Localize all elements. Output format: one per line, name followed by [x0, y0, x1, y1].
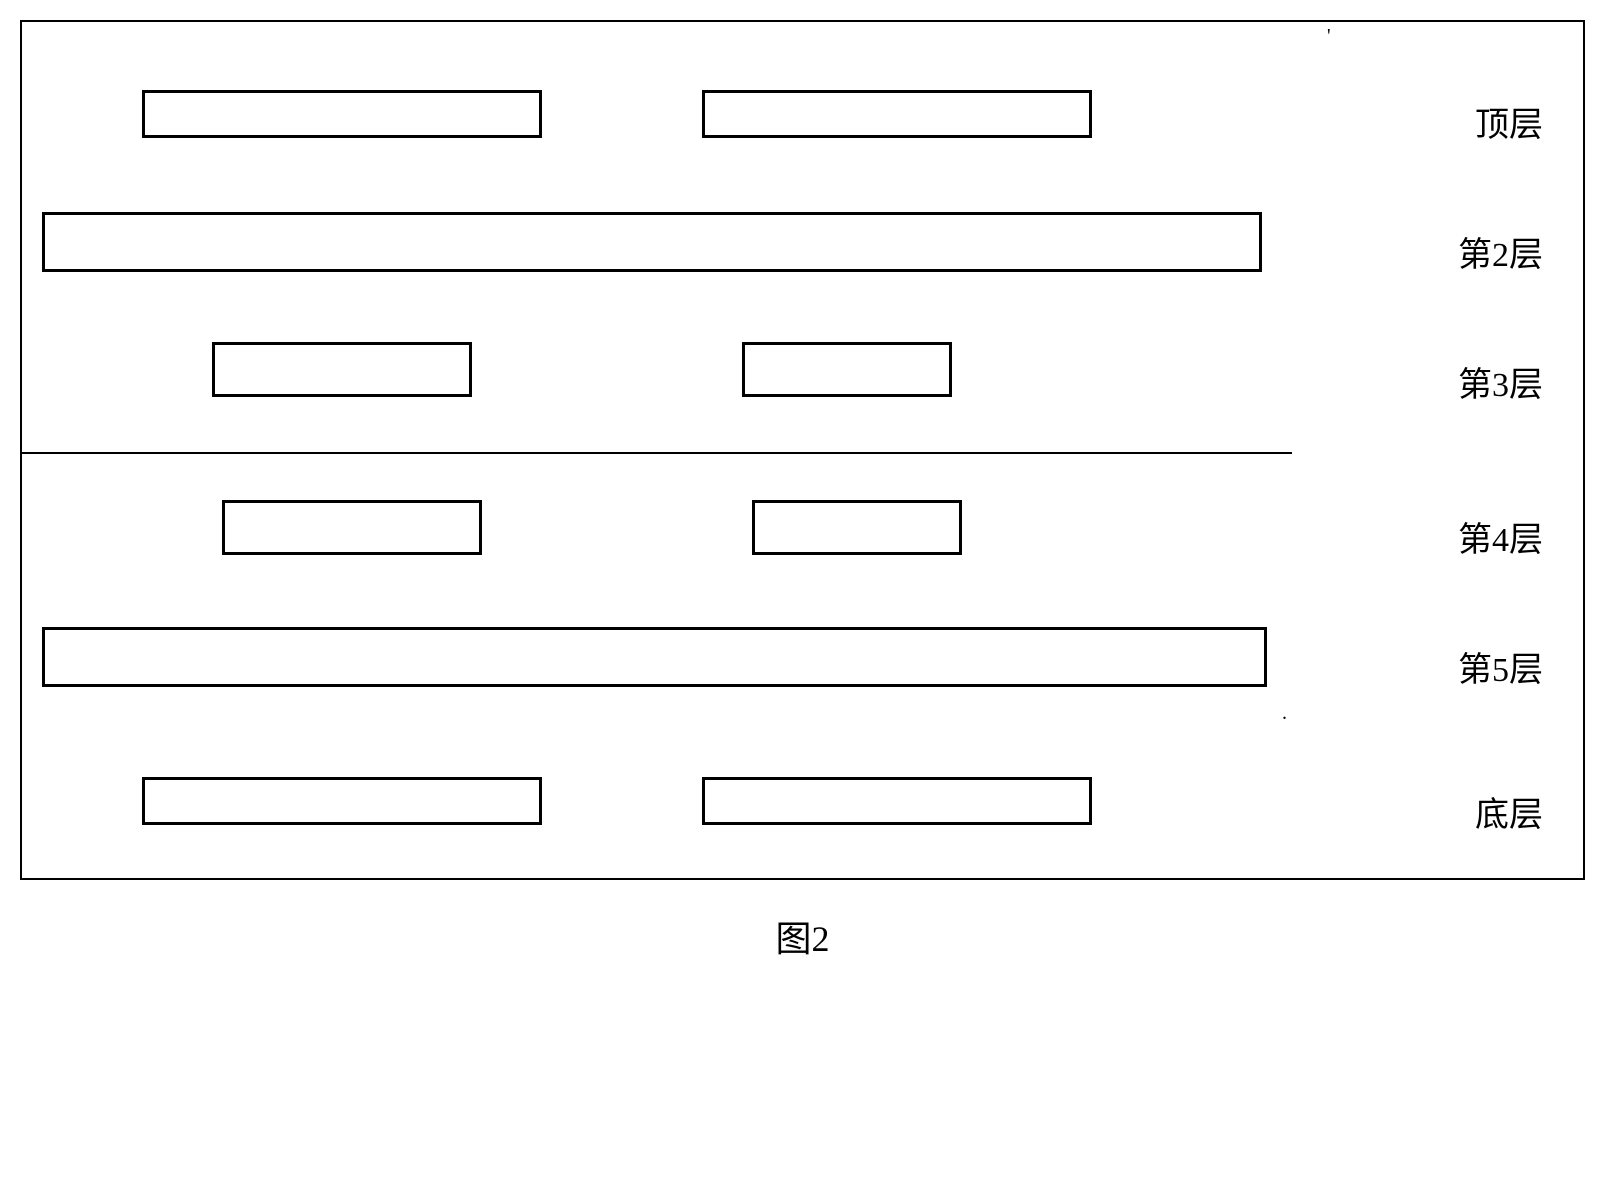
layer4-label: 第4层	[1458, 512, 1543, 561]
diagram-box: 顶层 第2层 第3层 第4层 第5层 底层 ' .	[20, 20, 1585, 880]
layer2-label: 第2层	[1458, 227, 1543, 276]
layer6-rect-right	[702, 777, 1092, 825]
stray-mark-top: '	[1327, 25, 1331, 48]
layer4-rect-left	[222, 500, 482, 555]
layer3-rect-left	[212, 342, 472, 397]
stray-mark-bottom: .	[1282, 702, 1287, 725]
figure-caption: 图2	[20, 910, 1585, 962]
layer3-label: 第3层	[1458, 357, 1543, 406]
layer2-rect	[42, 212, 1262, 272]
layer3-rect-right	[742, 342, 952, 397]
layer6-rect-left	[142, 777, 542, 825]
layer5-label: 第5层	[1458, 642, 1543, 691]
layer1-label: 顶层	[1475, 97, 1543, 146]
layer5-rect	[42, 627, 1267, 687]
figure-container: 顶层 第2层 第3层 第4层 第5层 底层 ' . 图2	[20, 20, 1585, 962]
layer1-rect-right	[702, 90, 1092, 138]
divider-line	[22, 452, 1292, 454]
layer6-label: 底层	[1475, 787, 1543, 836]
layer1-rect-left	[142, 90, 542, 138]
layer4-rect-right	[752, 500, 962, 555]
